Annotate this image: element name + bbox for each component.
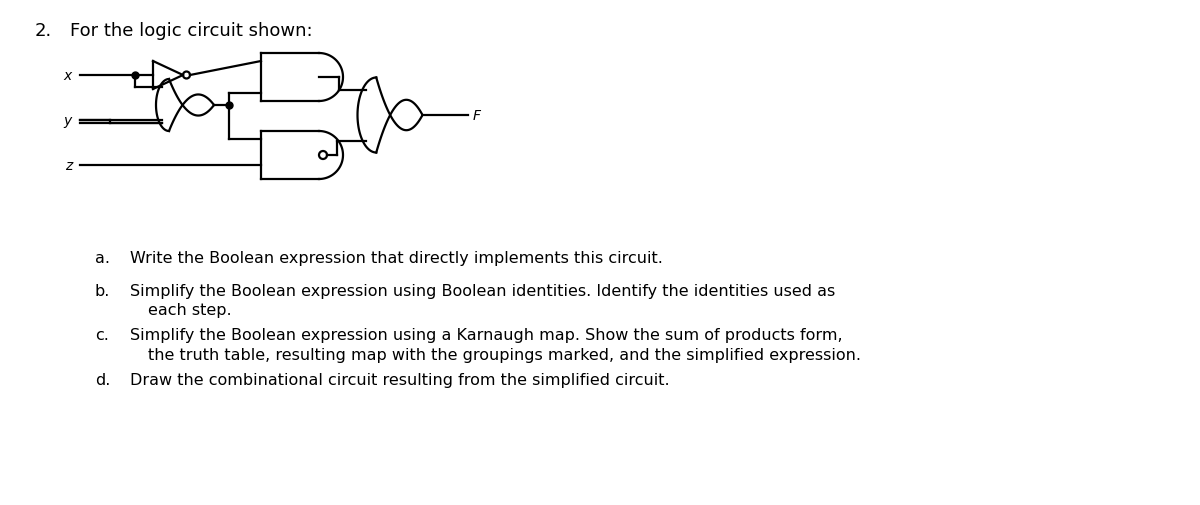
Text: d.: d. <box>95 372 110 387</box>
Text: the truth table, resulting map with the groupings marked, and the simplified exp: the truth table, resulting map with the … <box>148 347 862 362</box>
Text: b.: b. <box>95 283 110 298</box>
Text: 2.: 2. <box>35 22 53 40</box>
Text: F: F <box>473 109 480 123</box>
Text: Draw the combinational circuit resulting from the simplified circuit.: Draw the combinational circuit resulting… <box>130 372 670 387</box>
Text: z: z <box>65 159 72 173</box>
Text: Write the Boolean expression that directly implements this circuit.: Write the Boolean expression that direct… <box>130 250 662 266</box>
Text: a.: a. <box>95 250 110 266</box>
Text: For the logic circuit shown:: For the logic circuit shown: <box>70 22 313 40</box>
Text: y: y <box>64 114 72 128</box>
Text: x: x <box>64 69 72 83</box>
Text: c.: c. <box>95 327 109 342</box>
Text: each step.: each step. <box>148 302 232 317</box>
Text: Simplify the Boolean expression using Boolean identities. Identify the identitie: Simplify the Boolean expression using Bo… <box>130 283 835 298</box>
Text: Simplify the Boolean expression using a Karnaugh map. Show the sum of products f: Simplify the Boolean expression using a … <box>130 327 842 342</box>
